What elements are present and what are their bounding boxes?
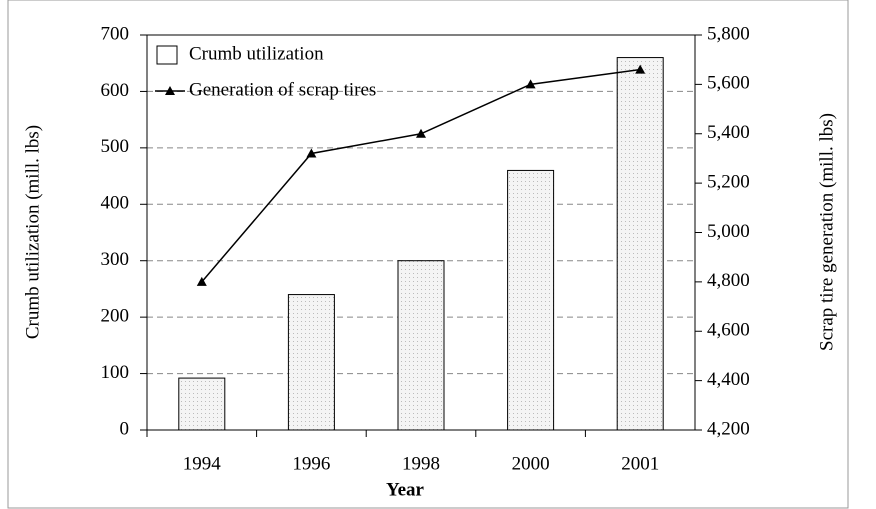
x-tick-label: 2001 <box>621 453 659 474</box>
y-axis-label: Crumb utilization (mill. lbs) <box>22 125 43 339</box>
y2-tick-label: 5,600 <box>707 73 750 94</box>
y2-tick-label: 4,800 <box>707 270 750 291</box>
y2-tick-label: 5,000 <box>707 221 750 242</box>
y2-tick-label: 5,400 <box>707 122 750 143</box>
line <box>201 68 641 283</box>
marker <box>635 64 646 74</box>
legend-label: Crumb utilization <box>189 43 324 64</box>
y-tick-label: 500 <box>101 136 130 157</box>
bar <box>397 260 445 431</box>
x-tick-label: 1998 <box>402 453 440 474</box>
marker <box>306 148 317 158</box>
y-tick-label: 700 <box>101 23 130 44</box>
bar <box>616 57 664 431</box>
y2-tick-label: 5,800 <box>707 23 750 44</box>
marker <box>525 79 536 89</box>
y2-tick-label: 4,200 <box>707 418 750 439</box>
y2-tick-label: 5,200 <box>707 171 750 192</box>
y2-tick-label: 4,600 <box>707 320 750 341</box>
legend-swatch <box>156 45 178 65</box>
x-axis-label: Year <box>386 479 425 500</box>
x-tick-label: 2000 <box>512 453 550 474</box>
y2-axis-label: Scrap tire generation (mill. lbs) <box>816 113 837 351</box>
marker <box>416 128 426 138</box>
bar <box>287 294 335 431</box>
y-tick-label: 600 <box>101 80 130 101</box>
y2-tick-label: 4,400 <box>707 369 750 390</box>
legend-marker <box>165 86 175 95</box>
y-tick-label: 300 <box>101 249 130 270</box>
x-tick-label: 1994 <box>183 453 222 474</box>
y-tick-label: 0 <box>120 418 130 439</box>
bar <box>178 377 226 431</box>
y-tick-label: 100 <box>101 362 130 383</box>
y-tick-label: 400 <box>101 193 130 214</box>
frame <box>7 0 849 509</box>
marker <box>196 276 207 286</box>
bar <box>507 169 555 431</box>
y-tick-label: 200 <box>101 306 130 327</box>
x-tick-label: 1996 <box>292 453 330 474</box>
legend-label: Generation of scrap tires <box>189 79 376 100</box>
